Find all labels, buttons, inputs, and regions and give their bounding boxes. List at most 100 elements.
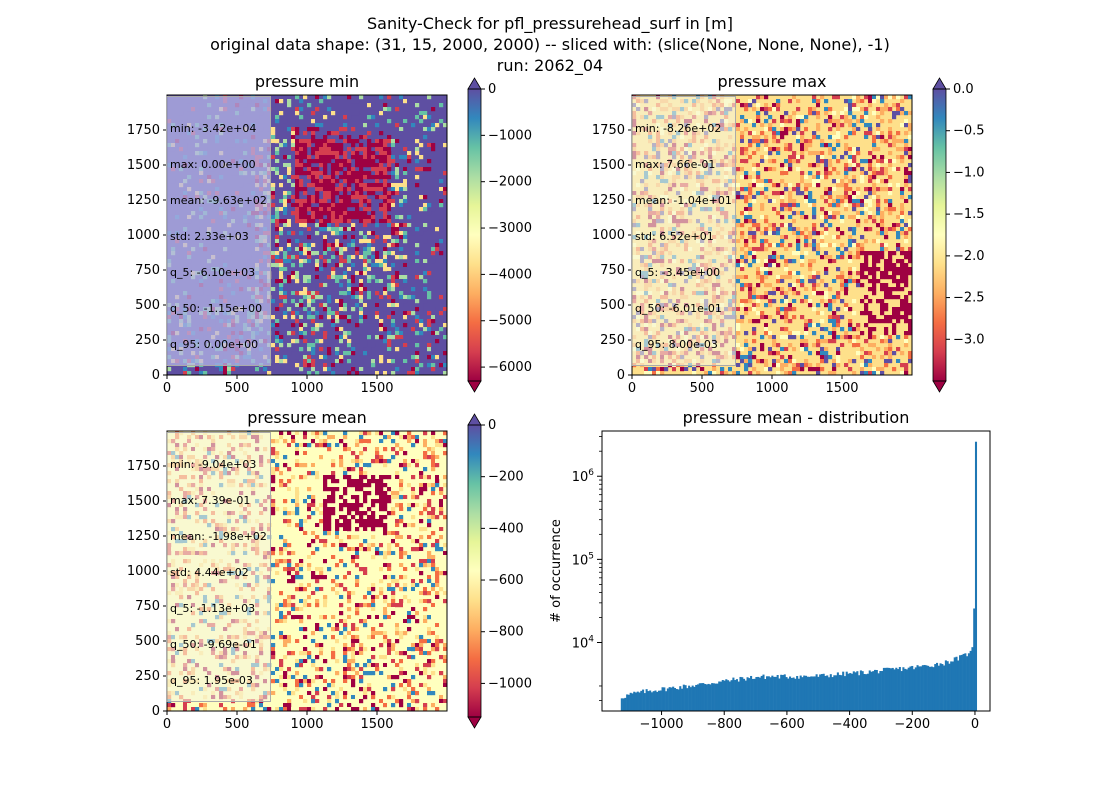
heatmap-cell [315, 275, 320, 280]
heatmap-cell [860, 211, 865, 216]
heatmap-cell [808, 139, 813, 144]
heatmap-cell [359, 279, 364, 284]
heatmap-cell [259, 371, 264, 376]
heatmap-cell [860, 243, 865, 248]
heatmap-cell [864, 335, 869, 340]
heatmap-cell [379, 143, 384, 148]
heatmap-cell [223, 367, 228, 372]
heatmap-cell [407, 207, 412, 212]
heatmap-cell [399, 143, 404, 148]
heatmap-cell [860, 115, 865, 120]
heatmap-cell [319, 255, 324, 260]
heatmap-cell [367, 295, 372, 300]
heatmap-cell [812, 227, 817, 232]
heatmap-cell [307, 275, 312, 280]
heatmap-cell [888, 267, 893, 272]
heatmap-cell [860, 215, 865, 220]
heatmap-cell [387, 359, 392, 364]
heatmap-cell [876, 159, 881, 164]
heatmap-cell [872, 191, 877, 196]
heatmap-cell [776, 295, 781, 300]
heatmap-cell [335, 347, 340, 352]
heatmap-cell [792, 279, 797, 284]
heatmap-cell [331, 319, 336, 324]
heatmap-cell [383, 263, 388, 268]
heatmap-cell [275, 235, 280, 240]
heatmap-cell [311, 175, 316, 180]
heatmap-cell [816, 115, 821, 120]
heatmap-cell [736, 239, 741, 244]
heatmap-cell [367, 279, 372, 284]
heatmap-cell [303, 331, 308, 336]
heatmap-cell [395, 191, 400, 196]
heatmap-cell [748, 251, 753, 256]
heatmap-cell [399, 239, 404, 244]
heatmap-cell [427, 203, 432, 208]
heatmap-cell [748, 247, 753, 252]
heatmap-cell [423, 111, 428, 116]
heatmap-cell [776, 275, 781, 280]
heatmap-cell [403, 171, 408, 176]
heatmap-cell [868, 151, 873, 156]
heatmap-cell [872, 343, 877, 348]
heatmap-cell [443, 171, 448, 176]
heatmap-cell [383, 167, 388, 172]
heatmap-cell [383, 143, 388, 148]
heatmap-cell [768, 367, 773, 372]
heatmap-cell [816, 123, 821, 128]
heatmap-cell [391, 203, 396, 208]
heatmap-cell [431, 207, 436, 212]
heatmap-cell [888, 199, 893, 204]
heatmap-cell [335, 147, 340, 152]
heatmap-cell [884, 275, 889, 280]
heatmap-cell [748, 215, 753, 220]
heatmap-cell [736, 131, 741, 136]
heatmap-cell [251, 371, 256, 376]
heatmap-cell [796, 135, 801, 140]
heatmap-cell [323, 207, 328, 212]
heatmap-cell [896, 163, 901, 168]
heatmap-cell [299, 299, 304, 304]
heatmap-cell [848, 107, 853, 112]
heatmap-cell [359, 155, 364, 160]
heatmap-cell [880, 255, 885, 260]
heatmap-cell [748, 295, 753, 300]
heatmap-cell [291, 179, 296, 184]
heatmap-cell [760, 315, 765, 320]
heatmap-cell [752, 251, 757, 256]
heatmap-cell [748, 231, 753, 236]
colorbar-frame [467, 88, 482, 382]
heatmap-cell [403, 331, 408, 336]
heatmap-cell [888, 131, 893, 136]
heatmap-cell [347, 279, 352, 284]
heatmap-cell [744, 239, 749, 244]
heatmap-cell [884, 139, 889, 144]
heatmap-cell [311, 319, 316, 324]
heatmap-cell [339, 355, 344, 360]
heatmap-cell [307, 223, 312, 228]
heatmap-cell [740, 159, 745, 164]
heatmap-cell [279, 183, 284, 188]
heatmap-cell [347, 235, 352, 240]
heatmap-cell [744, 363, 749, 368]
heatmap-cell [315, 183, 320, 188]
heatmap-cell [824, 255, 829, 260]
heatmap-cell [283, 207, 288, 212]
heatmap-cell [375, 155, 380, 160]
heatmap-cell [387, 175, 392, 180]
heatmap-cell [796, 243, 801, 248]
heatmap-cell [816, 275, 821, 280]
heatmap-cell [307, 203, 312, 208]
heatmap-cell [880, 251, 885, 256]
heatmap-cell [411, 295, 416, 300]
heatmap-cell [371, 211, 376, 216]
heatmap-cell [271, 143, 276, 148]
heatmap-cell [888, 151, 893, 156]
heatmap-cell [868, 123, 873, 128]
heatmap-cell [431, 247, 436, 252]
heatmap-cell [836, 227, 841, 232]
heatmap-cell [872, 155, 877, 160]
heatmap-cell [892, 275, 897, 280]
heatmap-cell [375, 183, 380, 188]
heatmap-cell [796, 331, 801, 336]
